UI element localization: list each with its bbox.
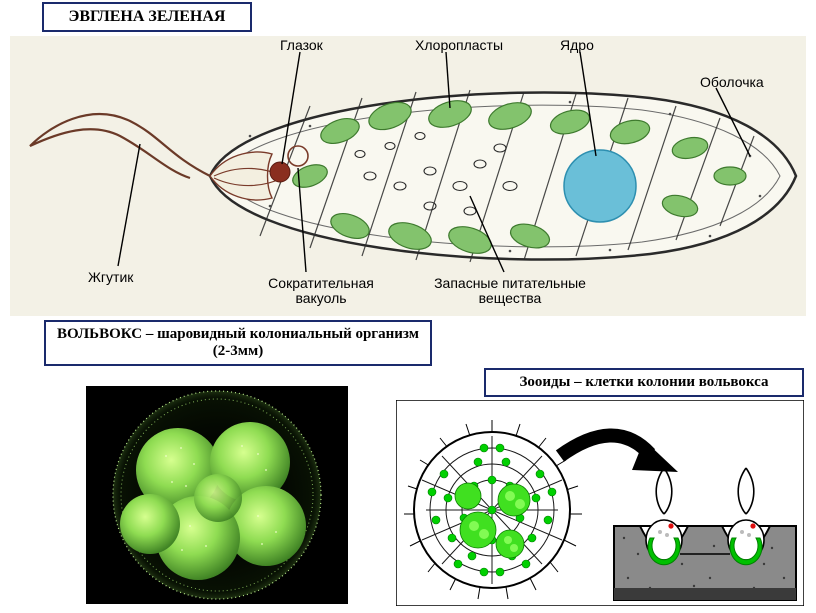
label-chloro: Хлоропласты	[415, 38, 503, 53]
label-vacuole: Сократительная вакуоль	[246, 276, 396, 307]
zooid-diagram	[396, 400, 804, 606]
label-reserves: Запасные питательные вещества	[410, 276, 610, 307]
title-zooids-text: Зооиды – клетки колонии вольвокса	[519, 374, 768, 390]
label-flagellum: Жгутик	[88, 270, 133, 285]
volvox-micrograph	[86, 386, 348, 604]
title-zooids: Зооиды – клетки колонии вольвокса	[484, 368, 804, 397]
title-euglena-text: ЭВГЛЕНА ЗЕЛЕНАЯ	[69, 8, 226, 25]
label-nucleus: Ядро	[560, 38, 594, 53]
title-volvox: ВОЛЬВОКС – шаровидный колониальный орган…	[44, 320, 432, 366]
title-euglena: ЭВГЛЕНА ЗЕЛЕНАЯ	[42, 2, 252, 32]
label-eyespot: Глазок	[280, 38, 323, 53]
label-membrane: Оболочка	[700, 75, 764, 90]
title-volvox-text: ВОЛЬВОКС – шаровидный колониальный орган…	[57, 326, 419, 359]
